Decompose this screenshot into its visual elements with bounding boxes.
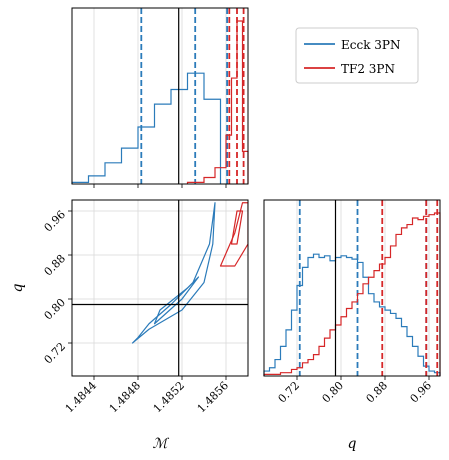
tick-label-y: 0.96	[42, 208, 69, 235]
axes-frame	[263, 199, 441, 377]
tick-label-y: 0.72	[42, 340, 69, 367]
histogram-step-line	[186, 20, 249, 184]
tick-label-y: 0.80	[42, 296, 69, 323]
axes-frame	[71, 199, 249, 377]
legend-frame	[295, 27, 419, 84]
tick-label-x: 1.4856	[195, 379, 231, 415]
axis-label-y: q	[10, 283, 26, 292]
contour-line	[153, 276, 200, 325]
tick-label-x: 1.4844	[63, 379, 99, 415]
histogram-step-line	[71, 72, 222, 184]
contour-line	[131, 202, 216, 344]
axis-label-x: ℳ	[153, 436, 170, 452]
axis-label-x: q	[348, 436, 357, 452]
contour-group	[131, 202, 248, 344]
legend-label-tf2: TF2 3PN	[341, 62, 395, 76]
histogram-step-line	[263, 212, 441, 376]
contour-line	[219, 202, 248, 267]
tick-label-x: 0.88	[364, 379, 391, 406]
tick-label-x: 1.4852	[151, 379, 187, 415]
q-histogram-panel: 0.72 0.80 0.88 0.96 q	[263, 199, 441, 452]
legend: Ecck 3PN TF2 3PN	[295, 27, 419, 84]
tick-label-x: 1.4848	[107, 379, 143, 415]
tick-label-x: 0.96	[408, 379, 435, 406]
tick-label-y: 0.88	[42, 252, 69, 279]
tick-label-x: 0.72	[276, 379, 303, 406]
tick-label-x: 0.80	[320, 379, 347, 406]
legend-label-eccK: Ecck 3PN	[341, 38, 401, 52]
axes-frame	[71, 7, 249, 185]
histogram-step-line	[263, 253, 441, 376]
contour-line	[230, 210, 244, 245]
mass-histogram-panel	[71, 7, 249, 188]
mass-q-contour-panel: 1.4844 1.4848 1.4852 1.4856 0.72 0.80 0.88 0.96…	[10, 199, 249, 452]
